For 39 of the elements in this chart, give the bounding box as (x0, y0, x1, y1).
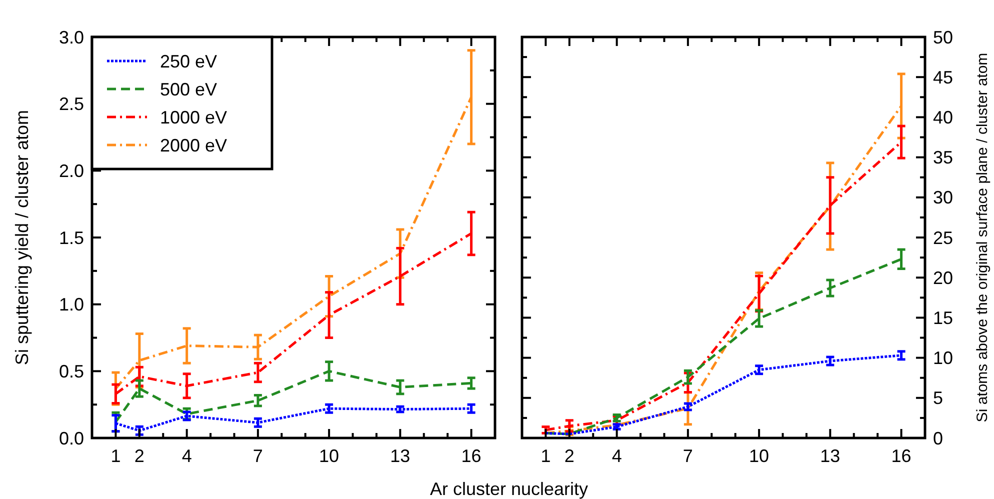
x-tick-label: 7 (682, 446, 693, 466)
legend-label: 500 eV (160, 79, 218, 100)
legend-label: 2000 eV (160, 135, 228, 156)
x-tick-label: 10 (319, 446, 340, 466)
x-tick-label: 7 (252, 446, 263, 466)
y2-tick-label: 10 (933, 348, 954, 368)
x-tick-label: 4 (612, 446, 622, 466)
y2-tick-label: 45 (933, 67, 954, 88)
y2-tick-label: 35 (933, 148, 954, 168)
y-tick-label: 2.5 (58, 94, 84, 114)
y2-axis-title: Si atoms above the original surface plane / cluster atom (974, 52, 991, 422)
x-tick-label: 13 (390, 446, 410, 466)
y-tick-label: 3.0 (58, 27, 84, 48)
x-tick-label: 1 (110, 446, 121, 466)
y2-tick-label: 20 (933, 268, 954, 288)
y-tick-label: 1.5 (58, 228, 84, 248)
y-tick-label: 1.0 (58, 294, 84, 315)
legend-label: 250 eV (160, 51, 218, 72)
x-tick-label: 10 (749, 446, 770, 466)
y2-tick-label: 5 (933, 388, 944, 408)
x-tick-label: 2 (134, 446, 144, 466)
y-tick-label: 2.0 (58, 160, 84, 181)
y-axis-title: Si sputtering yield / cluster atom (12, 110, 32, 366)
y2-tick-label: 30 (933, 188, 954, 208)
y2-tick-label: 0 (933, 428, 944, 448)
x-tick-label: 13 (820, 446, 840, 466)
y-tick-label: 0.5 (58, 361, 84, 382)
y2-tick-label: 40 (933, 108, 954, 128)
y2-tick-label: 15 (933, 308, 954, 328)
y2-tick-label: 25 (933, 228, 954, 248)
x-tick-label: 2 (564, 446, 574, 466)
x-axis-title: Ar cluster nuclearity (430, 479, 588, 499)
y-tick-label: 0.0 (58, 428, 84, 448)
x-tick-label: 4 (182, 446, 192, 466)
y2-tick-label: 50 (933, 27, 954, 48)
x-tick-label: 16 (891, 446, 912, 466)
legend-label: 1000 eV (160, 107, 228, 128)
x-tick-label: 1 (540, 446, 551, 466)
x-tick-label: 16 (461, 446, 482, 466)
